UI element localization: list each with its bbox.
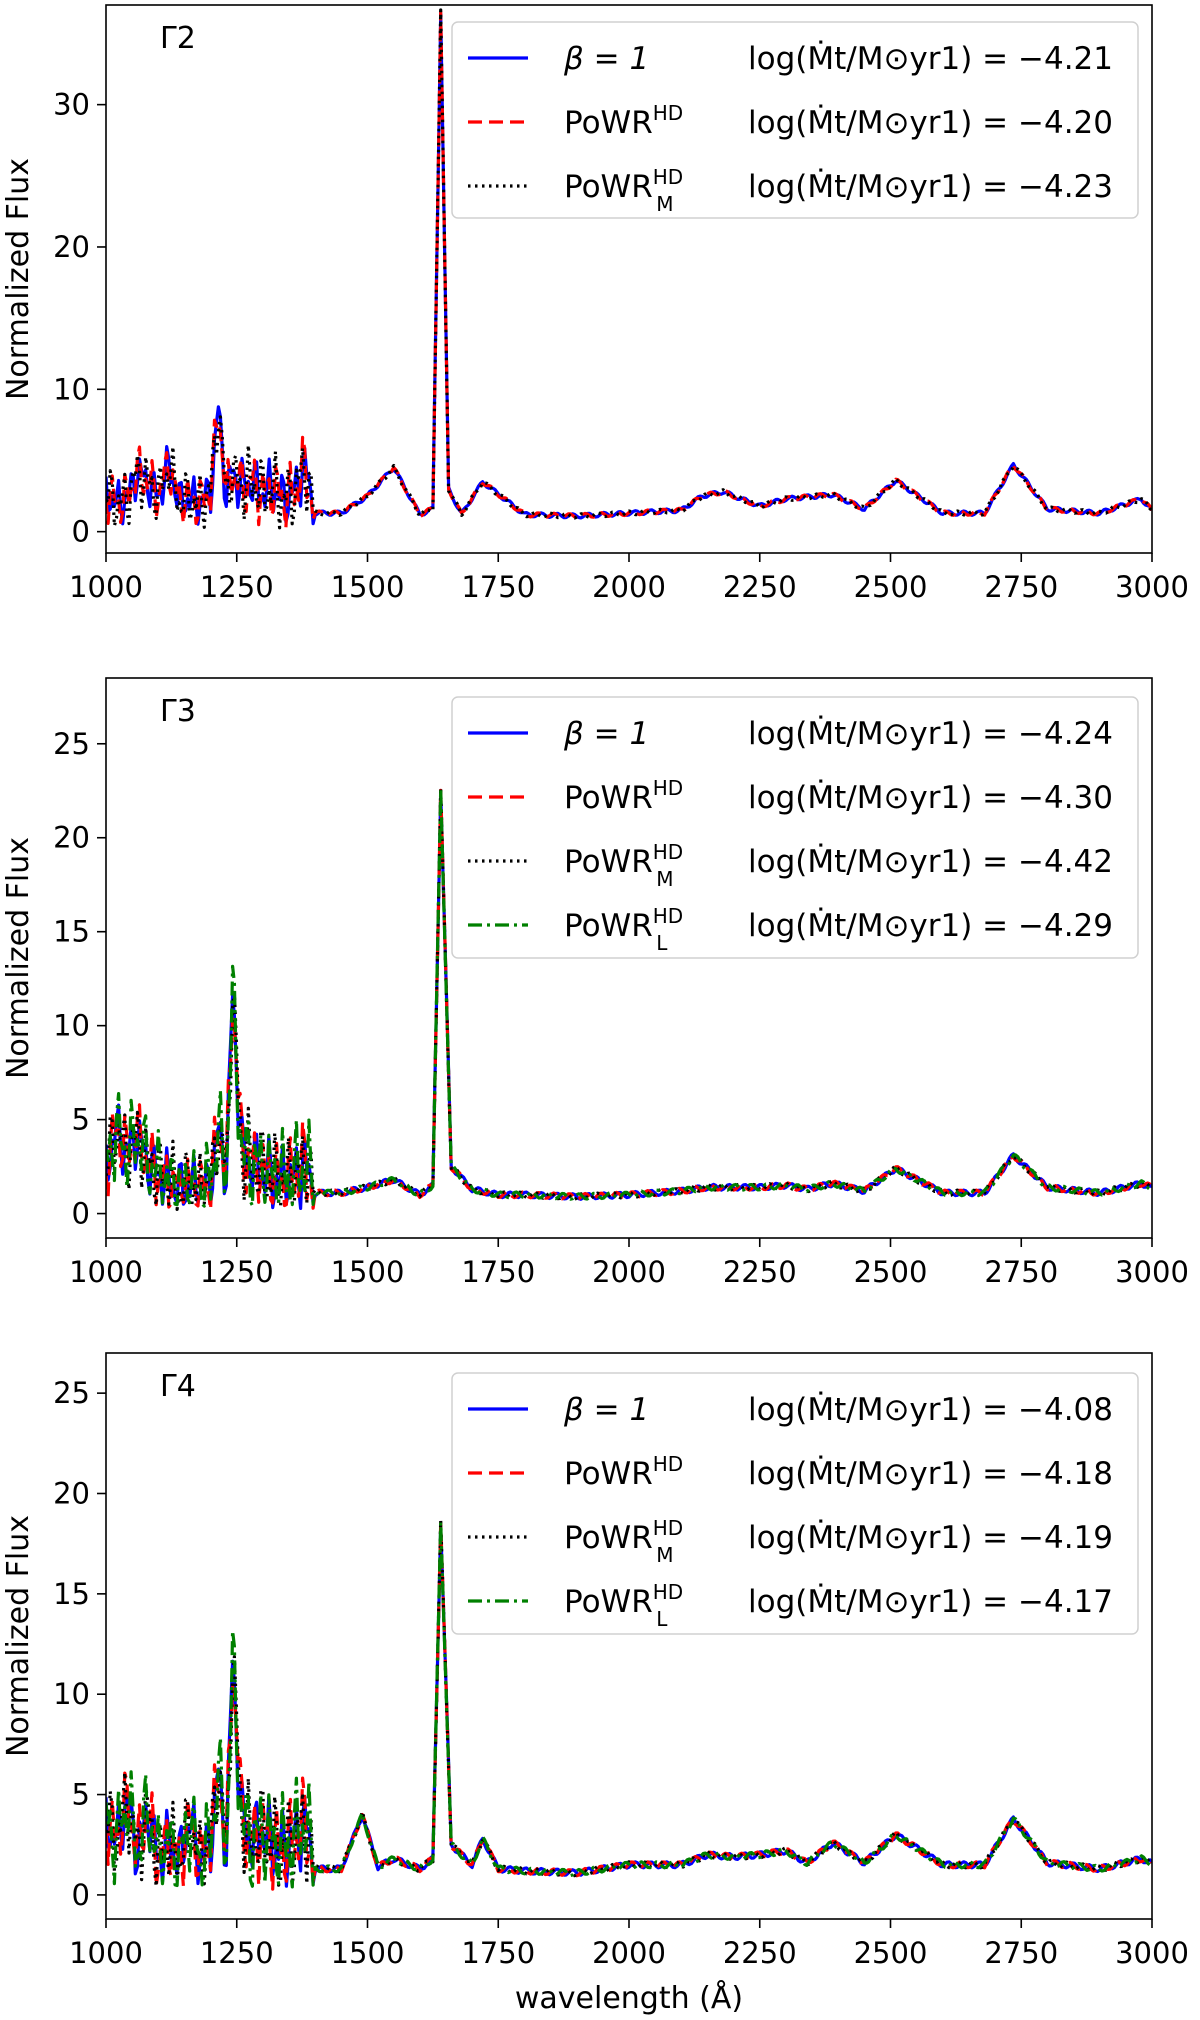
legend-series-name: β = 1: [563, 41, 649, 77]
panel-label: Γ2: [160, 21, 196, 56]
series-line: [106, 1520, 1152, 1889]
y-tick-label: 20: [53, 1476, 90, 1510]
y-tick-label: 10: [53, 372, 90, 406]
legend-series-label: log(Ṁt/M⊙yr1) = −4.18: [748, 1456, 1113, 1492]
x-tick-label: 1250: [200, 1255, 274, 1289]
y-tick-label: 25: [53, 727, 90, 761]
y-axis-label: Normalized Flux: [1, 158, 36, 400]
x-tick-label: 2500: [854, 1936, 928, 1970]
x-tick-label: 2500: [854, 570, 928, 604]
legend-series-name: PoWRHD: [564, 776, 683, 816]
legend-box: [451, 696, 1139, 959]
x-tick-label: 1250: [200, 1936, 274, 1970]
y-tick-label: 20: [53, 821, 90, 855]
x-tick-label: 2500: [854, 1255, 928, 1289]
y-axis-label: Normalized Flux: [1, 1515, 36, 1757]
legend-series-name: β = 1: [563, 716, 649, 752]
x-tick-label: 2750: [984, 1255, 1058, 1289]
legend: β = 1 log(Ṁt/M⊙yr1) = −4.21 PoWRHD log(Ṁt/M…: [451, 21, 1139, 219]
legend-series-label: log(Ṁt/M⊙yr1) = −4.20: [748, 105, 1113, 141]
legend: β = 1 log(Ṁt/M⊙yr1) = −4.24 PoWRHD log(Ṁt/M…: [451, 696, 1139, 959]
legend-series-name: PoWRHD M: [564, 165, 683, 216]
series-lines: [106, 8, 1152, 530]
legend-series-label: log(Ṁt/M⊙yr1) = −4.19: [748, 1520, 1113, 1556]
x-tick-label: 1000: [69, 570, 143, 604]
panel-label: Γ3: [160, 694, 196, 729]
y-tick-label: 15: [53, 1577, 90, 1611]
x-tick-label: 3000: [1115, 1255, 1189, 1289]
x-tick-label: 2250: [723, 1936, 797, 1970]
legend-series-label: log(Ṁt/M⊙yr1) = −4.42: [748, 844, 1113, 880]
x-tick-label: 1500: [331, 570, 405, 604]
y-tick-label: 20: [53, 230, 90, 264]
x-tick-label: 1750: [461, 1255, 535, 1289]
legend-series-name: PoWRHD L: [564, 904, 683, 955]
legend-series-name: PoWRHD: [564, 1452, 683, 1492]
x-tick-label: 1750: [461, 570, 535, 604]
series-lines: [106, 1519, 1152, 1891]
y-tick-label: 0: [72, 1878, 90, 1912]
panel-label: Γ4: [160, 1369, 196, 1404]
x-tick-label: 2000: [592, 1255, 666, 1289]
legend: β = 1 log(Ṁt/M⊙yr1) = −4.08 PoWRHD log(Ṁt/M…: [451, 1372, 1139, 1635]
x-tick-label: 2000: [592, 570, 666, 604]
x-tick-label: 1000: [69, 1936, 143, 1970]
series-line: [106, 1521, 1152, 1891]
x-tick-label: 1500: [331, 1936, 405, 1970]
legend-series-label: log(Ṁt/M⊙yr1) = −4.24: [748, 716, 1113, 752]
y-tick-label: 0: [72, 515, 90, 549]
y-axis-label: Normalized Flux: [1, 837, 36, 1079]
legend-series-label: log(Ṁt/M⊙yr1) = −4.30: [748, 780, 1113, 816]
y-tick-label: 15: [53, 915, 90, 949]
legend-series-name: PoWRHD M: [564, 1516, 683, 1567]
y-tick-label: 10: [53, 1677, 90, 1711]
x-tick-label: 1750: [461, 1936, 535, 1970]
x-tick-label: 1250: [200, 570, 274, 604]
y-tick-label: 25: [53, 1376, 90, 1410]
legend-box: [451, 21, 1139, 219]
legend-series-name: PoWRHD: [564, 101, 683, 141]
x-tick-label: 1000: [69, 1255, 143, 1289]
y-tick-label: 5: [72, 1103, 90, 1137]
legend-series-label: log(Ṁt/M⊙yr1) = −4.29: [748, 908, 1113, 944]
legend-series-name: β = 1: [563, 1392, 649, 1428]
series-line: [106, 786, 1152, 1211]
x-tick-label: 2250: [723, 1255, 797, 1289]
x-tick-label: 2250: [723, 570, 797, 604]
chart-panel-1: 1000 1250 1500 1750 2000 2250 2500 2750 3000 0 10 2…: [1, 4, 1189, 604]
x-axis-label: wavelength (Å): [515, 1980, 743, 2016]
x-tick-label: 3000: [1115, 1936, 1189, 1970]
chart-panel-2: 1000 1250 1500 1750 2000 2250 2500 2750 3000 0 5 10…: [1, 677, 1189, 1289]
legend-series-label: log(Ṁt/M⊙yr1) = −4.21: [748, 41, 1113, 77]
series-line: [106, 788, 1152, 1208]
x-tick-label: 1500: [331, 1255, 405, 1289]
y-tick-label: 10: [53, 1009, 90, 1043]
legend-series-label: log(Ṁt/M⊙yr1) = −4.08: [748, 1392, 1113, 1428]
chart-panel-3: 1000 1250 1500 1750 2000 2250 2500 2750 3000 0 5 10…: [1, 1352, 1189, 1970]
legend-series-label: log(Ṁt/M⊙yr1) = −4.17: [748, 1584, 1113, 1620]
x-tick-label: 2750: [984, 570, 1058, 604]
x-tick-label: 2000: [592, 1936, 666, 1970]
legend-box: [451, 1372, 1139, 1635]
series-lines: [106, 786, 1152, 1211]
series-line: [106, 8, 1152, 530]
x-tick-label: 3000: [1115, 570, 1189, 604]
series-line: [106, 10, 1152, 529]
y-tick-label: 0: [72, 1197, 90, 1231]
legend-series-name: PoWRHD L: [564, 1580, 683, 1631]
legend-series-name: PoWRHD M: [564, 840, 683, 891]
legend-series-label: log(Ṁt/M⊙yr1) = −4.23: [748, 169, 1113, 205]
y-tick-label: 30: [53, 88, 90, 122]
y-tick-label: 5: [72, 1778, 90, 1812]
x-tick-label: 2750: [984, 1936, 1058, 1970]
